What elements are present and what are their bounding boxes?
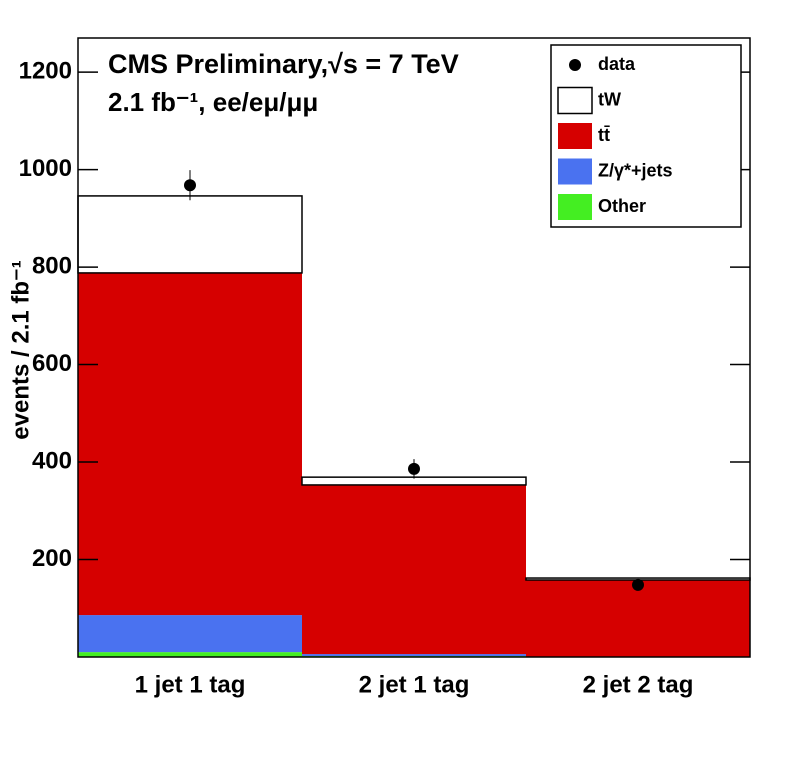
legend-swatch <box>558 158 592 185</box>
y-tick-label: 1200 <box>19 57 72 84</box>
y-tick-label: 600 <box>32 350 72 377</box>
data-point <box>184 179 196 192</box>
x-tick-label: 1 jet 1 tag <box>135 671 246 698</box>
chart-title: CMS Preliminary,√s = 7 TeV <box>108 49 459 79</box>
legend-swatch <box>557 86 593 115</box>
legend-swatch <box>558 123 592 149</box>
bar-segment <box>302 484 526 655</box>
legend-label: tW <box>598 89 621 109</box>
bar-segment <box>78 615 302 653</box>
bar-segment <box>526 579 750 657</box>
legend-label: tt̄ <box>598 125 610 145</box>
x-tick-label: 2 jet 2 tag <box>583 671 694 698</box>
y-tick-label: 1000 <box>19 155 72 182</box>
plot-frame <box>77 37 751 658</box>
bar-segment <box>78 652 302 657</box>
legend-label: data <box>598 54 636 74</box>
legend-label: Z/γ*+jets <box>598 160 673 180</box>
legend-marker <box>569 59 581 71</box>
y-axis-label: events / 2.1 fb⁻¹ <box>7 260 34 439</box>
data-point <box>632 578 644 591</box>
legend-label: Other <box>598 196 646 216</box>
bar-segment <box>302 654 526 657</box>
y-tick-label: 800 <box>32 252 72 279</box>
legend-swatch <box>558 194 592 220</box>
bar-segment <box>78 272 302 616</box>
chart-subtitle: 2.1 fb⁻¹, ee/eμ/μμ <box>108 87 318 117</box>
y-tick-label: 400 <box>32 447 72 474</box>
x-tick-label: 2 jet 1 tag <box>359 671 470 698</box>
y-tick-label: 200 <box>32 545 72 572</box>
data-point <box>408 462 420 475</box>
bar-segment <box>77 195 303 274</box>
